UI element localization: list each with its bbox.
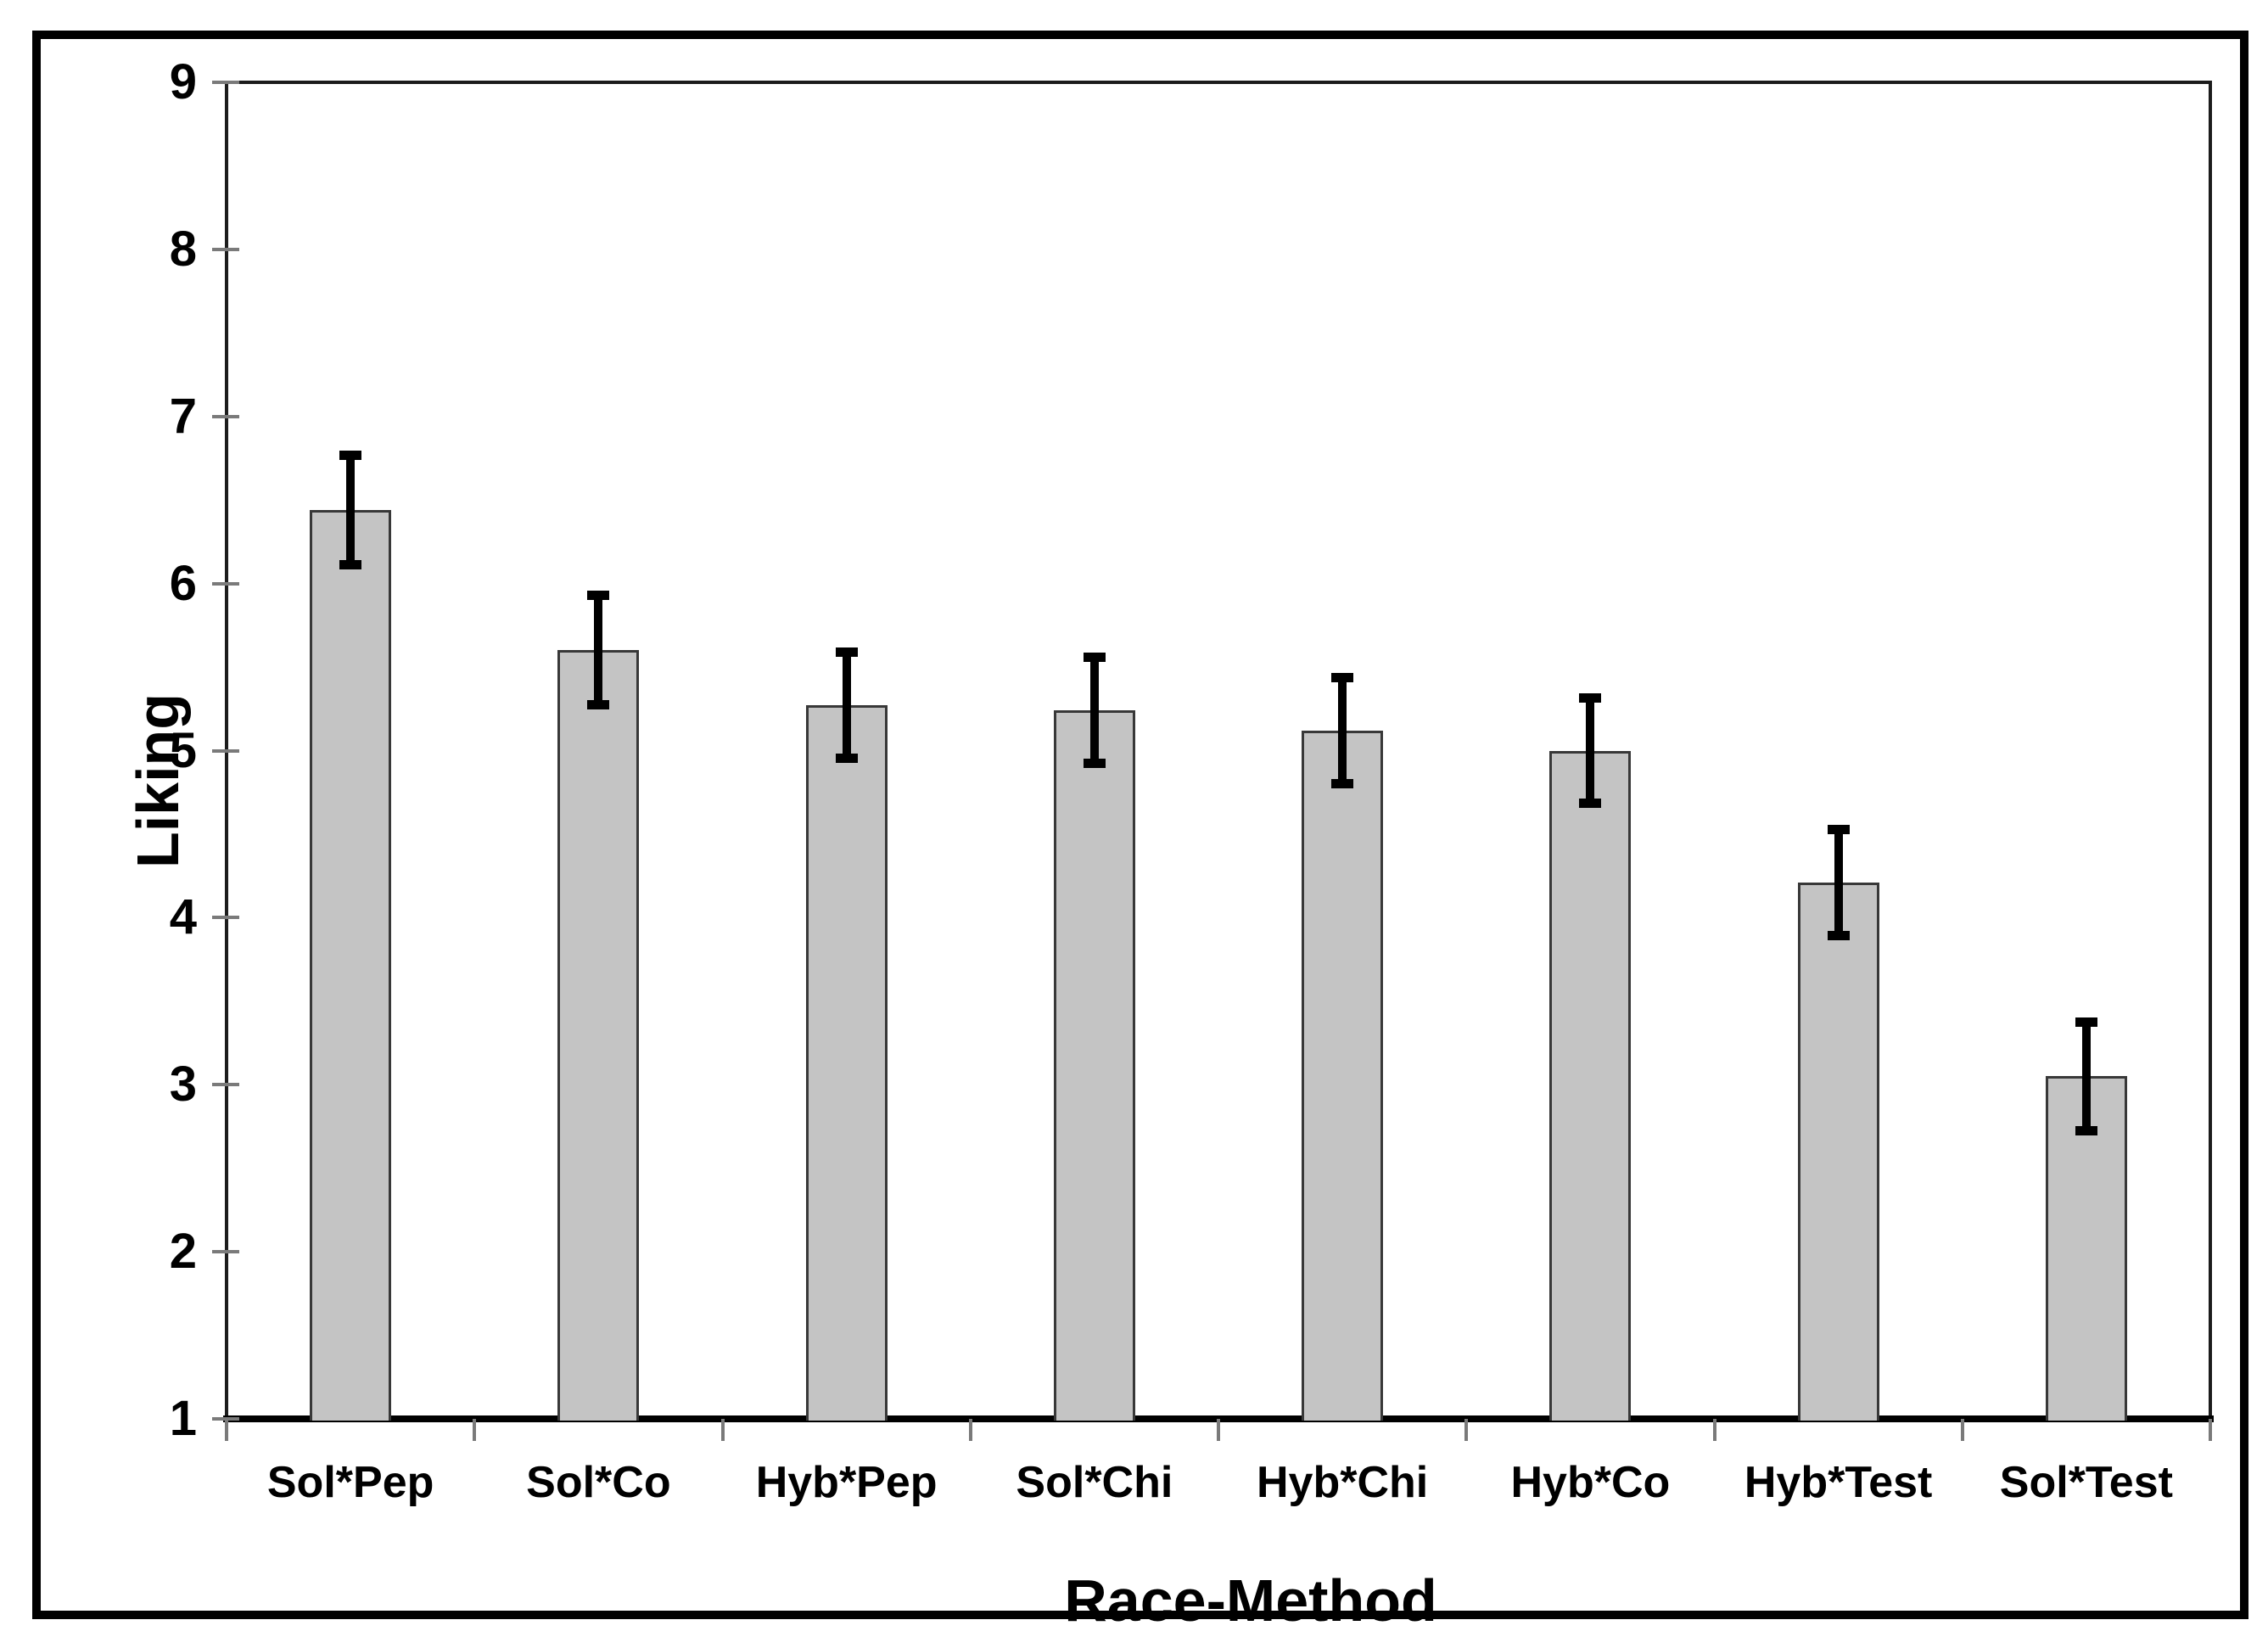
error-bar-cap-top <box>1579 692 1602 703</box>
y-tick-mark <box>212 916 239 920</box>
bar <box>1302 730 1384 1421</box>
error-bar-cap-bottom <box>1579 799 1602 809</box>
x-tick-mark <box>473 1419 477 1441</box>
x-tick-mark <box>1217 1419 1220 1441</box>
error-bar-cap-bottom <box>1331 778 1354 788</box>
x-axis-title: Race-Method <box>1064 1567 1437 1634</box>
x-category-label: Sol*Test <box>1999 1458 2173 1507</box>
y-axis-title-text: Liking <box>125 692 191 869</box>
y-tick-label: 5 <box>169 722 197 778</box>
bar <box>1053 710 1135 1421</box>
error-bar-line <box>1089 653 1099 768</box>
x-tick-mark <box>225 1419 228 1441</box>
error-bar-cap-top <box>339 451 362 461</box>
error-bar-cap-top <box>1827 825 1850 835</box>
error-bar-cap-bottom <box>835 754 858 764</box>
x-tick-mark <box>2209 1419 2212 1441</box>
y-tick-label: 4 <box>169 889 197 945</box>
error-bar-cap-top <box>835 647 858 658</box>
figure-border: 1 2 3 4 5 6 7 8 9 Sol*Pep Sol*Co Hyb*Pep Sol*Chi Hyb*… <box>32 31 2248 1634</box>
error-bar-cap-bottom <box>339 559 362 569</box>
bar <box>557 650 640 1421</box>
error-bar-line <box>594 591 603 709</box>
error-bar-cap-bottom <box>1083 759 1106 769</box>
y-tick-label: 1 <box>169 1391 197 1446</box>
x-tick-mark <box>1464 1419 1469 1441</box>
bar <box>1797 883 1879 1421</box>
y-tick-label: 7 <box>169 388 197 444</box>
plot-top-border <box>225 81 2212 84</box>
error-bar-cap-top <box>2075 1017 2097 1027</box>
error-bar-cap-top <box>1083 653 1106 663</box>
error-bar-line <box>1834 826 1843 939</box>
error-bar-cap-bottom <box>2075 1126 2097 1136</box>
y-tick-label: 9 <box>169 54 197 109</box>
x-tick-mark <box>1712 1419 1716 1441</box>
error-bar-cap-top <box>1331 672 1354 682</box>
bar <box>1549 750 1632 1421</box>
x-tick-mark <box>1960 1419 1964 1441</box>
x-tick-mark <box>720 1419 725 1441</box>
bar <box>310 510 392 1421</box>
x-category-label: Hyb*Test <box>1744 1458 1933 1507</box>
y-tick-label: 2 <box>169 1224 197 1280</box>
x-category-label: Sol*Chi <box>1016 1458 1173 1507</box>
error-bar-cap-bottom <box>1827 930 1850 940</box>
y-tick-mark <box>212 581 239 586</box>
error-bar-cap-bottom <box>587 700 610 710</box>
error-bar-line <box>842 648 851 763</box>
y-tick-mark <box>212 1250 239 1254</box>
y-tick-label: 8 <box>169 221 197 277</box>
error-bar-line <box>2081 1017 2091 1135</box>
y-axis-line <box>225 81 228 1441</box>
y-tick-mark <box>212 748 239 753</box>
y-tick-mark <box>212 247 239 251</box>
error-bar-cap-top <box>587 591 610 601</box>
bar <box>805 705 888 1421</box>
y-tick-mark <box>212 81 239 84</box>
y-tick-mark <box>212 1083 239 1087</box>
y-tick-mark <box>212 414 239 418</box>
x-category-label: Sol*Pep <box>266 1458 434 1507</box>
error-bar-line <box>1586 693 1595 808</box>
plot-area: 1 2 3 4 5 6 7 8 9 Sol*Pep Sol*Co Hyb*Pep Sol*Chi Hyb*… <box>41 39 2240 1611</box>
x-category-label: Hyb*Co <box>1510 1458 1671 1507</box>
x-category-label: Sol*Co <box>526 1458 671 1507</box>
error-bar-line <box>1338 673 1347 788</box>
y-tick-label: 6 <box>169 555 197 611</box>
x-category-label: Hyb*Pep <box>755 1458 938 1507</box>
error-bar-line <box>346 451 356 569</box>
x-category-label: Hyb*Chi <box>1257 1458 1429 1507</box>
x-tick-mark <box>968 1419 972 1441</box>
y-tick-label: 3 <box>169 1057 197 1113</box>
plot-right-border <box>2209 81 2212 1421</box>
